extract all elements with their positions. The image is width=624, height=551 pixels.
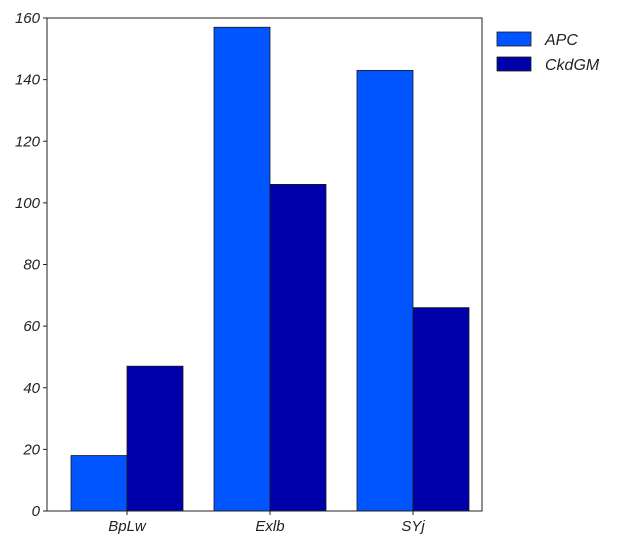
y-axis: 0 20 40 60 80 100 120 140 160 [15,10,47,520]
y-tick-label: 20 [22,441,40,458]
x-tick-label: BpLw [108,518,147,535]
legend: APC CkdGM [497,32,600,74]
bar-apc-exlb [214,27,270,511]
legend-swatch-apc [497,32,531,46]
y-tick-label: 0 [32,503,41,520]
bar-ckdgm-exlb [270,184,326,511]
legend-swatch-ckdgm [497,57,531,71]
bar-apc-syj [357,70,413,511]
y-tick-label: 80 [23,257,40,274]
x-tick-label: SYj [401,518,425,535]
bar-apc-bplw [71,456,127,511]
y-tick-label: 140 [15,72,41,89]
x-tick-label: Exlb [255,518,284,535]
bars-layer [71,27,469,511]
y-tick-label: 160 [15,10,41,27]
legend-label-ckdgm: CkdGM [545,57,600,74]
legend-label-apc: APC [544,32,578,49]
y-tick-label: 120 [15,133,41,150]
x-axis: BpLw Exlb SYj [108,511,425,535]
y-tick-label: 40 [23,380,40,397]
bar-ckdgm-bplw [127,366,183,511]
y-tick-label: 60 [23,318,40,335]
y-tick-label: 100 [15,195,41,212]
bar-ckdgm-syj [413,308,469,511]
